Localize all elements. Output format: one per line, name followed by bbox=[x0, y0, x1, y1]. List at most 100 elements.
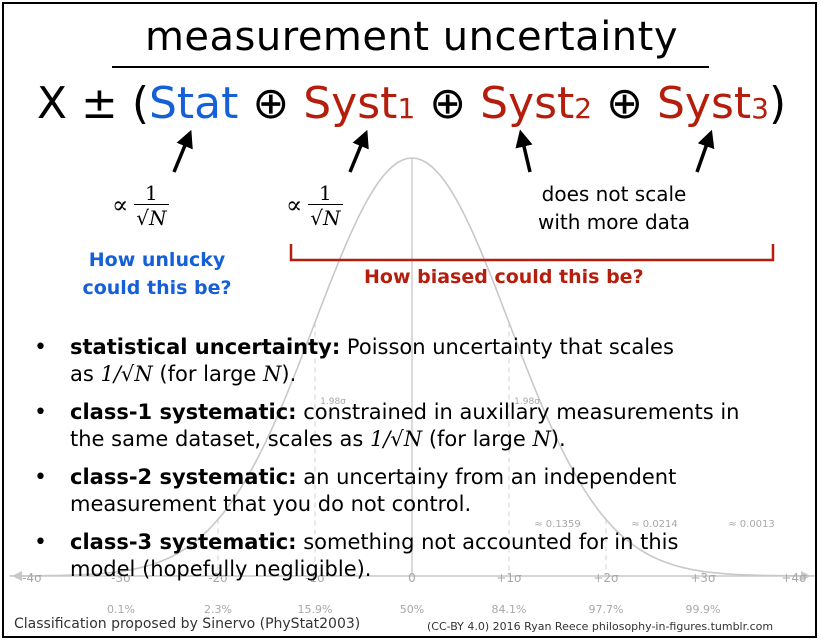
bullet-dot: • bbox=[34, 400, 47, 425]
bullet-text: ). bbox=[281, 362, 297, 386]
no-scale-line-1: does not scale bbox=[541, 182, 687, 206]
bullet-line: class-1 systematic: constrained in auxil… bbox=[70, 399, 812, 426]
axis-arrow-right bbox=[801, 571, 811, 581]
bullet-text: as bbox=[70, 362, 101, 386]
cumulative-percent-label: 97.7% bbox=[589, 603, 624, 616]
cumulative-percent-label: 84.1% bbox=[492, 603, 527, 616]
bullet-term: class-1 systematic: bbox=[70, 400, 297, 424]
area-fraction-label: ≈ 0.0013 bbox=[728, 519, 775, 530]
sigma-tick-label: +1σ bbox=[496, 571, 522, 585]
stat-question-line-1: How unlucky bbox=[88, 249, 226, 271]
area-fraction-label: ≈ 0.1359 bbox=[534, 519, 581, 530]
cumulative-percent-label: 50% bbox=[400, 603, 424, 616]
syst-question: How biased could this be? bbox=[364, 266, 644, 288]
bullet-line: class-2 systematic: an uncertainy from a… bbox=[70, 464, 812, 491]
bullet-math: 1/√N bbox=[369, 427, 423, 451]
bullet-dot: • bbox=[34, 465, 47, 490]
cumulative-percent-label: 15.9% bbox=[298, 603, 333, 616]
bullet-list: • statistical uncertainty: Poisson uncer… bbox=[32, 334, 812, 594]
bullet-text: the same dataset, scales as bbox=[70, 427, 370, 451]
bullet-class-2: • class-2 systematic: an uncertainy from… bbox=[32, 464, 812, 518]
bullet-line: as 1/√N (for large N). bbox=[70, 361, 812, 388]
bullet-dot: • bbox=[34, 335, 47, 360]
axis-arrow-left bbox=[12, 571, 22, 581]
formula-oplus-1: ⊕ bbox=[252, 78, 290, 129]
cumulative-percent-label: 2.3% bbox=[204, 603, 232, 616]
formula-syst-3-word: Syst bbox=[657, 78, 752, 129]
bullet-line: statistical uncertainty: Poisson uncerta… bbox=[70, 334, 812, 361]
no-scale-note: does not scale with more data bbox=[519, 180, 709, 236]
sigma-tick-label: -1σ bbox=[305, 571, 325, 585]
stat-scaling: ∝ 1 √N bbox=[112, 182, 169, 231]
stat-proportional-symbol: ∝ bbox=[112, 191, 129, 219]
sigma-labels: -4σ -3σ -2σ -1σ 0 +1σ +2σ +3σ +4σ 0.1% 2.3% 15.9% 50… bbox=[22, 397, 807, 616]
bullet-text: something not accounted for in this bbox=[296, 530, 679, 554]
title-underline bbox=[112, 66, 709, 68]
sigma-marker-label: 1.98σ bbox=[514, 397, 540, 407]
uncertainty-formula: X ± (Stat ⊕ Syst1 ⊕ Syst2 ⊕ Syst3) bbox=[4, 78, 815, 129]
sigma-tick-label: -3σ bbox=[111, 571, 131, 585]
sigma-marker-label: 1.98σ bbox=[320, 397, 346, 407]
stat-question: How unlucky could this be? bbox=[62, 246, 252, 302]
bullet-text: constrained in auxillary measurements in bbox=[296, 400, 740, 424]
bullet-line: the same dataset, scales as 1/√N (for la… bbox=[70, 426, 812, 453]
formula-syst-2-sub: 2 bbox=[574, 92, 593, 125]
stat-question-line-2: could this be? bbox=[82, 277, 232, 299]
formula-oplus-2: ⊕ bbox=[429, 78, 467, 129]
bullet-text: an uncertainy from an independent bbox=[296, 465, 677, 489]
formula-stat: Stat bbox=[149, 78, 239, 129]
formula-syst-3-sub: 3 bbox=[751, 92, 769, 125]
arrow-syst-3 bbox=[695, 129, 715, 173]
bullet-math: N bbox=[263, 362, 282, 386]
cumulative-percent-label: 0.1% bbox=[107, 603, 135, 616]
sigma-gridlines bbox=[120, 158, 704, 576]
bullet-math: 1/√N bbox=[100, 362, 153, 386]
syst-bracket bbox=[289, 244, 775, 262]
formula-oplus-3: ⊕ bbox=[606, 78, 643, 129]
cumulative-percent-label: 99.9% bbox=[686, 603, 721, 616]
gaussian-background: -4σ -3σ -2σ -1σ 0 +1σ +2σ +3σ +4σ 0.1% 2.3% 15.9% 50… bbox=[9, 157, 815, 616]
bullet-dot: • bbox=[34, 530, 47, 555]
bullet-statistical: • statistical uncertainty: Poisson uncer… bbox=[32, 334, 812, 388]
formula-syst-3: Syst3 bbox=[657, 78, 769, 129]
formula-syst-1-sub: 1 bbox=[397, 92, 416, 125]
bullet-math: N bbox=[532, 427, 551, 451]
no-scale-line-2: with more data bbox=[537, 210, 690, 234]
bullet-line: model (hopefully negligible). bbox=[70, 557, 372, 581]
stat-fraction-numerator: 1 bbox=[145, 181, 158, 205]
arrow-syst-2 bbox=[515, 129, 533, 173]
sigma-tick-label: -4σ bbox=[22, 571, 42, 585]
area-fraction-label: ≈ 0.0214 bbox=[631, 519, 678, 530]
page-title: measurement uncertainty bbox=[144, 14, 679, 60]
formula-close: ) bbox=[768, 78, 787, 129]
syst1-scaling: ∝ 1 √N bbox=[286, 182, 343, 231]
bullet-text: Poisson uncertainty that scales bbox=[340, 335, 674, 359]
formula-syst-1: Syst1 bbox=[303, 78, 415, 129]
formula-syst-2: Syst2 bbox=[480, 78, 592, 129]
gaussian-curve bbox=[9, 157, 815, 577]
syst1-fraction-numerator: 1 bbox=[319, 181, 332, 205]
syst1-fraction: 1 √N bbox=[308, 181, 343, 231]
bullet-text: (for large bbox=[422, 427, 533, 451]
bullet-term: class-3 systematic: bbox=[70, 530, 297, 554]
bullet-term: statistical uncertainty: bbox=[70, 335, 341, 359]
bullet-line: class-3 systematic: something not accoun… bbox=[70, 529, 812, 556]
sigma-tick-label: 0 bbox=[408, 571, 416, 585]
bullet-text: (for large bbox=[152, 362, 264, 386]
formula-x-pm: X ± ( bbox=[36, 78, 149, 129]
formula-syst-1-word: Syst bbox=[303, 78, 398, 129]
formula-syst-2-word: Syst bbox=[480, 78, 575, 129]
sigma-tick-label: +2σ bbox=[593, 571, 619, 585]
sigma-tick-label: +3σ bbox=[690, 571, 716, 585]
bullet-line: measurement that you do not control. bbox=[70, 492, 472, 516]
sigma-tick-label: +4σ bbox=[781, 571, 807, 585]
stat-fraction: 1 √N bbox=[134, 181, 169, 231]
bullet-term: class-2 systematic: bbox=[70, 465, 297, 489]
arrow-syst-1 bbox=[348, 129, 369, 173]
bullet-class-1: • class-1 systematic: constrained in aux… bbox=[32, 399, 812, 453]
stat-fraction-denominator: √N bbox=[134, 204, 169, 230]
bullet-class-3: • class-3 systematic: something not acco… bbox=[32, 529, 812, 583]
syst1-fraction-denominator: √N bbox=[308, 204, 343, 230]
arrow-stat bbox=[172, 129, 193, 173]
